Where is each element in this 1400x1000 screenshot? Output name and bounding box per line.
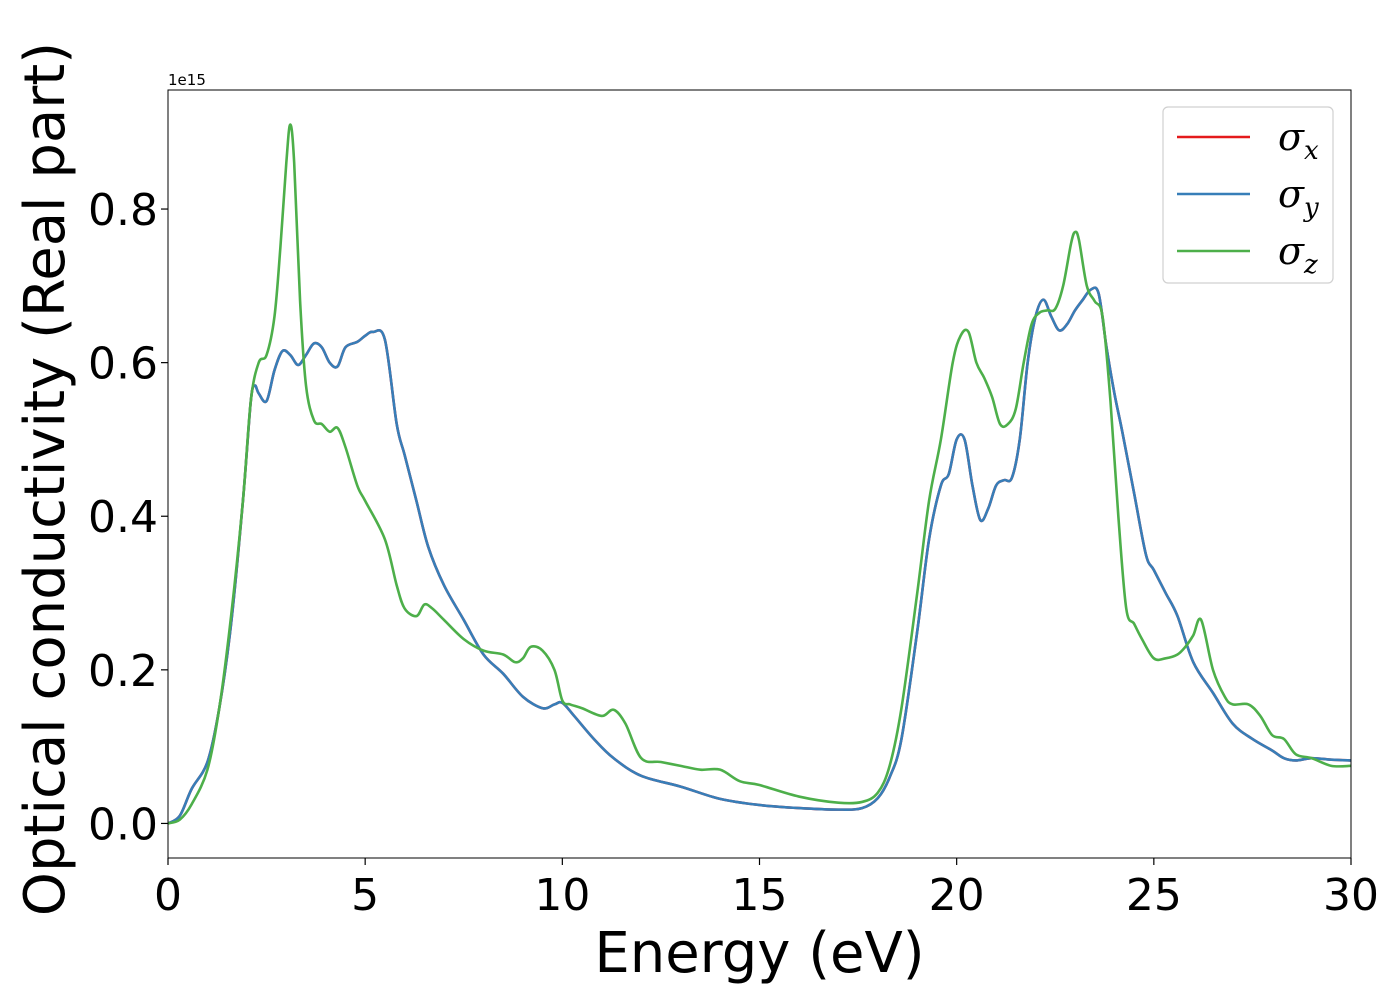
legend-label-x: σx (1278, 115, 1319, 166)
x-tick-label: 5 (351, 870, 379, 921)
x-tick-label: 30 (1323, 870, 1379, 921)
y-tick-label: 0.2 (88, 646, 158, 697)
x-tick-label: 0 (154, 870, 182, 921)
y-tick-label: 0.0 (88, 799, 158, 850)
series-line-x (168, 286, 1351, 825)
x-tick-label: 15 (732, 870, 788, 921)
y-tick-label: 0.6 (88, 339, 158, 390)
y-tick-label: 0.4 (88, 492, 158, 543)
y-axis-ticks: 0.0 0.2 0.4 0.6 0.8 (88, 185, 168, 850)
legend-label-z: σz (1278, 229, 1318, 280)
series-line-z (168, 123, 1351, 825)
x-tick-label: 20 (929, 870, 985, 921)
legend-label-y: σy (1278, 172, 1319, 223)
y-tick-label: 0.8 (88, 185, 158, 236)
y-offset-label: 1e15 (168, 71, 206, 89)
x-tick-label: 10 (534, 870, 590, 921)
x-tick-label: 25 (1126, 870, 1182, 921)
legend: σx σy σz (1162, 106, 1334, 284)
x-axis-ticks: 0 5 10 15 20 25 30 (154, 858, 1379, 921)
series-lines (168, 123, 1351, 825)
series-line-y (168, 286, 1351, 825)
x-axis-label: Energy (eV) (594, 921, 924, 986)
y-axis-label: Optical conductivity (Real part) (13, 42, 78, 916)
